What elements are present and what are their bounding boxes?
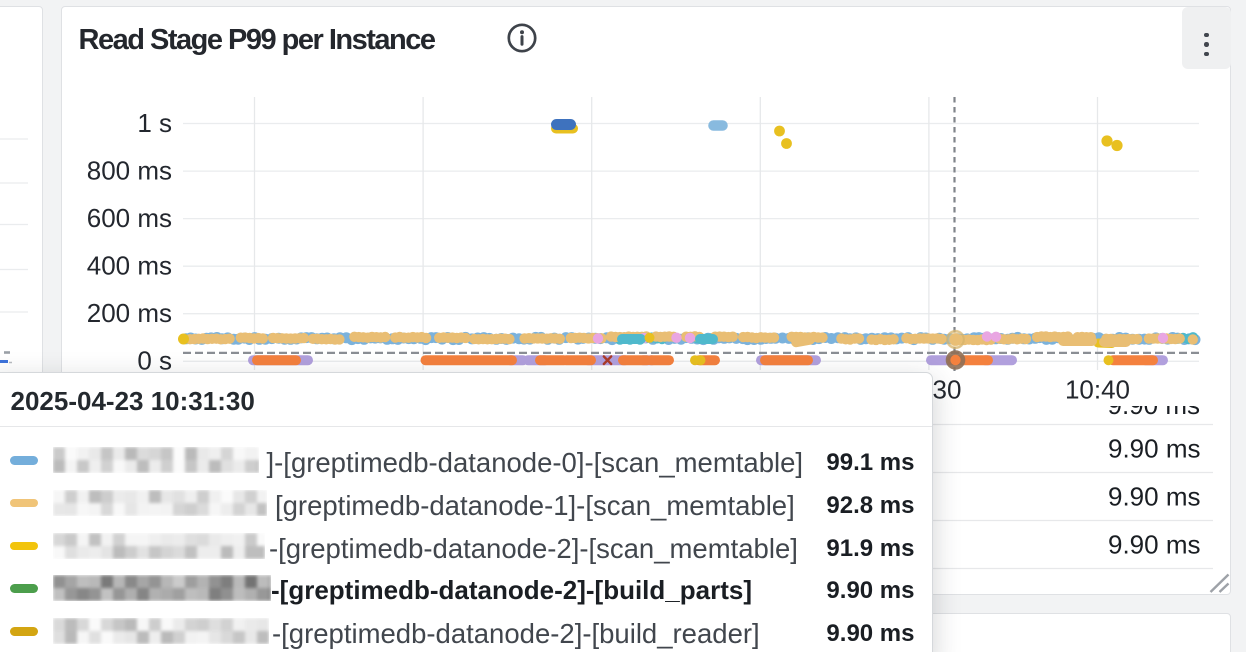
svg-text:600 ms: 600 ms bbox=[87, 203, 172, 233]
svg-text:9.90 ms: 9.90 ms bbox=[1108, 434, 1201, 464]
svg-text:9.90 ms: 9.90 ms bbox=[1108, 482, 1201, 512]
svg-text:0 s: 0 s bbox=[137, 346, 172, 376]
svg-text:9.90 ms: 9.90 ms bbox=[1108, 530, 1201, 560]
svg-text:200 ms: 200 ms bbox=[87, 298, 172, 328]
svg-text:800 ms: 800 ms bbox=[87, 156, 172, 186]
svg-text:1 s: 1 s bbox=[137, 108, 172, 138]
svg-text:10:40: 10:40 bbox=[1065, 374, 1130, 404]
svg-text:400 ms: 400 ms bbox=[87, 251, 172, 281]
